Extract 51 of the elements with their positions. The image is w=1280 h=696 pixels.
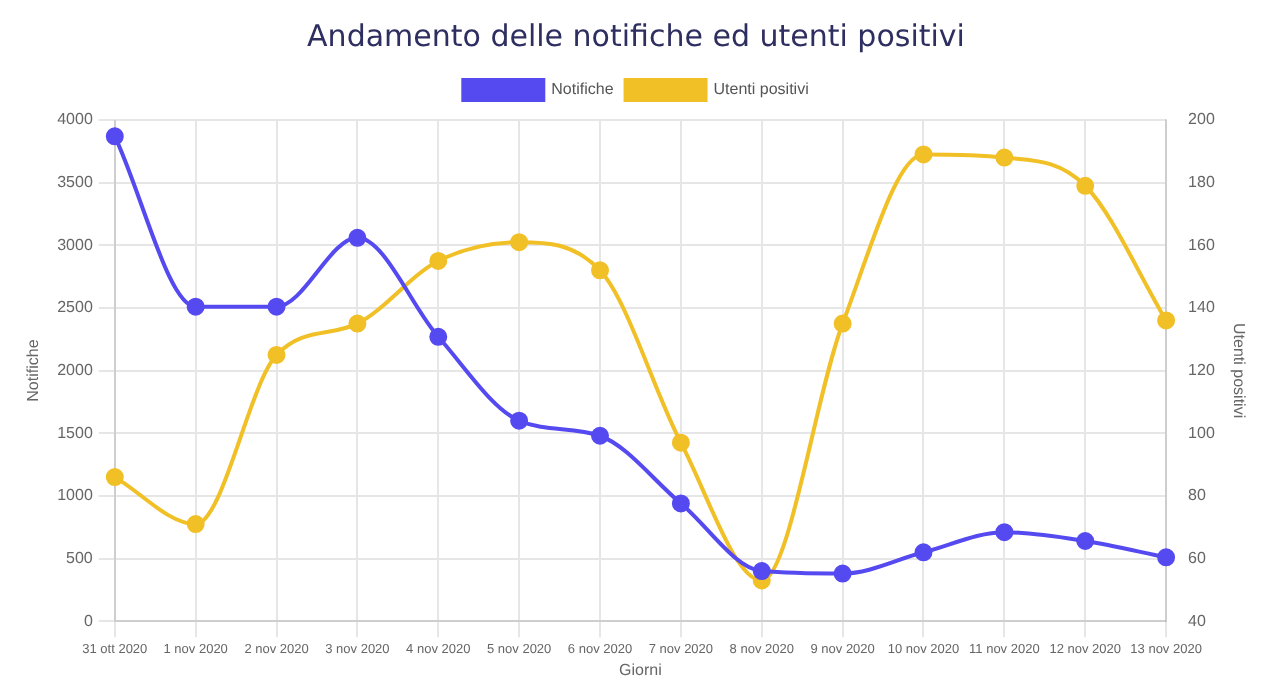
point bbox=[1076, 176, 1095, 195]
point bbox=[186, 297, 205, 316]
y2-tick-label: 60 bbox=[1188, 548, 1207, 567]
point bbox=[914, 543, 933, 562]
point bbox=[995, 148, 1014, 167]
y2-axis-title: Utenti positivi bbox=[1229, 323, 1248, 419]
y-tick-label: 3000 bbox=[57, 235, 94, 254]
y-tick-label: 2500 bbox=[57, 298, 94, 317]
point bbox=[348, 228, 367, 247]
y2-tick-label: 200 bbox=[1188, 110, 1216, 129]
point bbox=[429, 251, 448, 270]
y2-tick-label: 160 bbox=[1188, 235, 1216, 254]
y2-tick-label: 40 bbox=[1188, 611, 1207, 630]
y-tick-label: 2000 bbox=[57, 361, 94, 380]
point bbox=[671, 433, 690, 452]
y-tick-label: 4000 bbox=[57, 110, 94, 129]
point bbox=[671, 494, 690, 513]
point bbox=[186, 515, 205, 534]
point bbox=[510, 411, 529, 430]
point bbox=[105, 127, 124, 146]
legend-label: Notifiche bbox=[551, 80, 615, 99]
point bbox=[1157, 311, 1176, 330]
point bbox=[510, 233, 529, 252]
y-tick-label: 1000 bbox=[57, 486, 94, 505]
point bbox=[105, 468, 124, 487]
x-axis-title: Giorni bbox=[619, 660, 663, 679]
y2-tick-label: 180 bbox=[1188, 173, 1216, 192]
y2-tick-label: 120 bbox=[1188, 361, 1216, 380]
point bbox=[833, 564, 852, 583]
y-axis-title: Notifiche bbox=[24, 338, 43, 402]
y2-tick-label: 100 bbox=[1188, 423, 1216, 442]
y-tick-label: 1500 bbox=[57, 423, 94, 442]
point bbox=[591, 261, 610, 280]
y2-tick-label: 140 bbox=[1188, 298, 1216, 317]
y-tick-label: 3500 bbox=[57, 173, 94, 192]
point bbox=[429, 327, 448, 346]
chart-title: Andamento delle notifiche ed utenti positivi bbox=[307, 17, 965, 54]
y-tick-label: 0 bbox=[83, 611, 94, 630]
point bbox=[995, 523, 1014, 542]
point bbox=[267, 297, 286, 316]
point bbox=[591, 426, 610, 445]
y2-tick-label: 80 bbox=[1188, 486, 1207, 505]
point bbox=[348, 314, 367, 333]
point bbox=[752, 562, 771, 581]
point bbox=[833, 314, 852, 333]
legend-label: Utenti positivi bbox=[713, 80, 810, 99]
y-tick-label: 500 bbox=[66, 548, 94, 567]
point bbox=[1157, 548, 1176, 567]
point bbox=[267, 345, 286, 364]
point bbox=[1076, 532, 1095, 551]
point bbox=[914, 145, 933, 164]
